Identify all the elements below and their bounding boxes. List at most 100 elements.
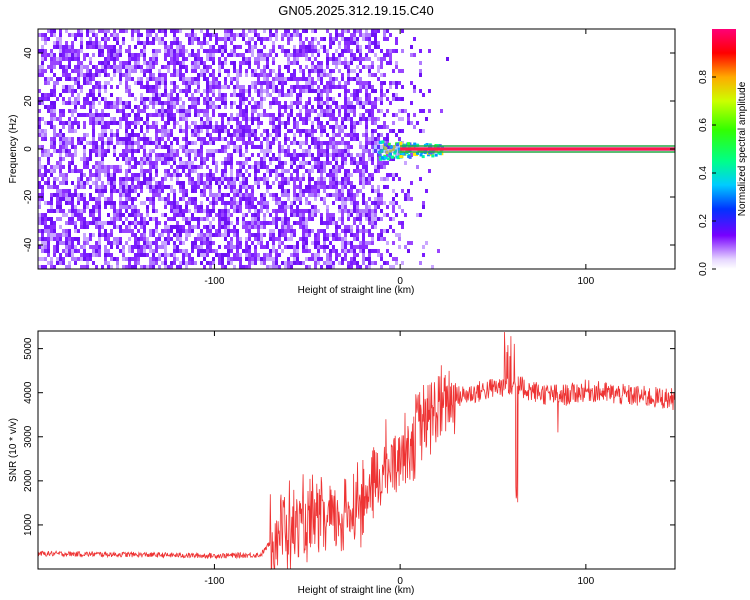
spectrogram-cell bbox=[194, 101, 197, 105]
spectrogram-cell bbox=[140, 41, 143, 45]
spectrogram-cell bbox=[308, 109, 311, 113]
spectrogram-cell bbox=[110, 141, 113, 145]
spectrogram-cell bbox=[164, 101, 167, 105]
spectrogram-cell bbox=[101, 85, 104, 89]
spectrogram-cell bbox=[95, 33, 98, 37]
spectrogram-cell bbox=[260, 73, 263, 77]
spectrogram-cell bbox=[428, 109, 431, 113]
spectrogram-cell bbox=[275, 193, 278, 197]
spectrogram-cell bbox=[347, 241, 350, 245]
spectrogram-cell bbox=[248, 29, 251, 33]
spectrogram-cell bbox=[287, 89, 290, 93]
spectrogram-cell bbox=[278, 205, 281, 209]
spectrogram-cell bbox=[248, 85, 251, 89]
spectrogram-cell bbox=[128, 61, 131, 65]
spectrogram-cell bbox=[329, 233, 332, 237]
spectrogram-cell bbox=[122, 149, 125, 153]
spectrogram-cell bbox=[74, 209, 77, 213]
spectrogram-cell bbox=[284, 81, 287, 85]
spectrogram-cell bbox=[308, 41, 311, 45]
spectrogram-cell bbox=[146, 89, 149, 93]
spectrogram-cell bbox=[62, 113, 65, 117]
spectrogram-cell bbox=[113, 45, 116, 49]
spectrogram-cell bbox=[86, 157, 89, 161]
spectrogram-cell bbox=[128, 101, 131, 105]
spectrogram-cell bbox=[197, 245, 200, 249]
colorbar: 0.00.20.40.60.8 Normalized spectral ampl… bbox=[698, 29, 748, 276]
spectrogram-cell bbox=[353, 261, 356, 265]
spectrogram-cell bbox=[221, 233, 224, 237]
spectrogram-cell bbox=[284, 77, 287, 81]
spectrogram-cell bbox=[179, 205, 182, 209]
spectrogram-cell bbox=[173, 97, 176, 101]
y-tick-label: -40 bbox=[23, 237, 34, 252]
spectrogram-cell bbox=[299, 101, 302, 105]
spectrogram-cell bbox=[155, 153, 158, 157]
spectrogram-cell bbox=[152, 209, 155, 213]
spectrogram-cell bbox=[203, 141, 206, 145]
spectrogram-cell bbox=[68, 221, 71, 225]
spectrogram-cell bbox=[332, 145, 335, 149]
spectrogram-cell bbox=[128, 165, 131, 169]
spectrogram-cell bbox=[176, 49, 179, 53]
spectrogram-cell bbox=[368, 157, 371, 161]
spectrogram-cell bbox=[197, 129, 200, 133]
spectrogram-cell bbox=[167, 169, 170, 173]
spectrogram-cell bbox=[242, 173, 245, 177]
spectrogram-cell bbox=[152, 29, 155, 33]
spectrogram-cell bbox=[122, 61, 125, 65]
spectrogram-cell bbox=[275, 89, 278, 93]
spectrogram-cell bbox=[95, 165, 98, 169]
spectrogram-cell bbox=[98, 101, 101, 105]
spectrogram-cell bbox=[158, 189, 161, 193]
spectrogram-cell bbox=[293, 229, 296, 233]
spectrogram-cell bbox=[131, 69, 134, 73]
spectrogram-cell bbox=[341, 137, 344, 141]
spectrogram-cell bbox=[65, 177, 68, 181]
spectrogram-cell bbox=[368, 85, 371, 89]
spectrogram-cell bbox=[293, 141, 296, 145]
colorbar-tick-label: 0.4 bbox=[698, 166, 709, 180]
spectrogram-cell bbox=[242, 57, 245, 61]
spectrogram-cell bbox=[287, 33, 290, 37]
spectrogram-cell bbox=[50, 145, 53, 149]
spectrogram-cell bbox=[95, 217, 98, 221]
spectrogram-cell bbox=[221, 261, 224, 265]
spectrogram-cell bbox=[92, 85, 95, 89]
spectrogram-cell bbox=[236, 169, 239, 173]
spectrogram-cell bbox=[308, 81, 311, 85]
spectrogram-cell bbox=[110, 85, 113, 89]
spectrogram-cell bbox=[227, 225, 230, 229]
spectrogram-cell bbox=[272, 33, 275, 37]
spectrogram-cell bbox=[71, 249, 74, 253]
spectrogram-cell bbox=[170, 153, 173, 157]
spectrogram-cell bbox=[260, 37, 263, 41]
spectrogram-cell bbox=[197, 57, 200, 61]
spectrogram-cell bbox=[158, 141, 161, 145]
spectrogram-cell bbox=[92, 97, 95, 101]
spectrogram-cell bbox=[203, 241, 206, 245]
spectrogram-cell bbox=[182, 213, 185, 217]
spectrogram-cell bbox=[380, 89, 383, 93]
spectrogram-cell bbox=[140, 181, 143, 185]
spectrogram-cell bbox=[50, 265, 53, 269]
spectrogram-cell bbox=[50, 57, 53, 61]
spectrogram-cell bbox=[113, 33, 116, 37]
spectrogram-cell bbox=[50, 29, 53, 33]
spectrogram-cell bbox=[272, 81, 275, 85]
spectrogram-cell bbox=[392, 257, 395, 261]
spectrogram-cell bbox=[104, 261, 107, 265]
spectrogram-cell bbox=[401, 69, 404, 73]
spectrogram-cell bbox=[191, 37, 194, 41]
spectrogram-cell bbox=[347, 97, 350, 101]
spectrogram-cell bbox=[308, 77, 311, 81]
spectrogram-cell bbox=[308, 189, 311, 193]
spectrogram-cell bbox=[371, 153, 374, 157]
spectrogram-cell bbox=[391, 148, 395, 152]
spectrogram-cell bbox=[116, 37, 119, 41]
spectrogram-cell bbox=[146, 97, 149, 101]
spectrogram-cell bbox=[272, 117, 275, 121]
spectrogram-cell bbox=[44, 81, 47, 85]
spectrogram-cell bbox=[197, 225, 200, 229]
spectrogram-cell bbox=[122, 65, 125, 69]
